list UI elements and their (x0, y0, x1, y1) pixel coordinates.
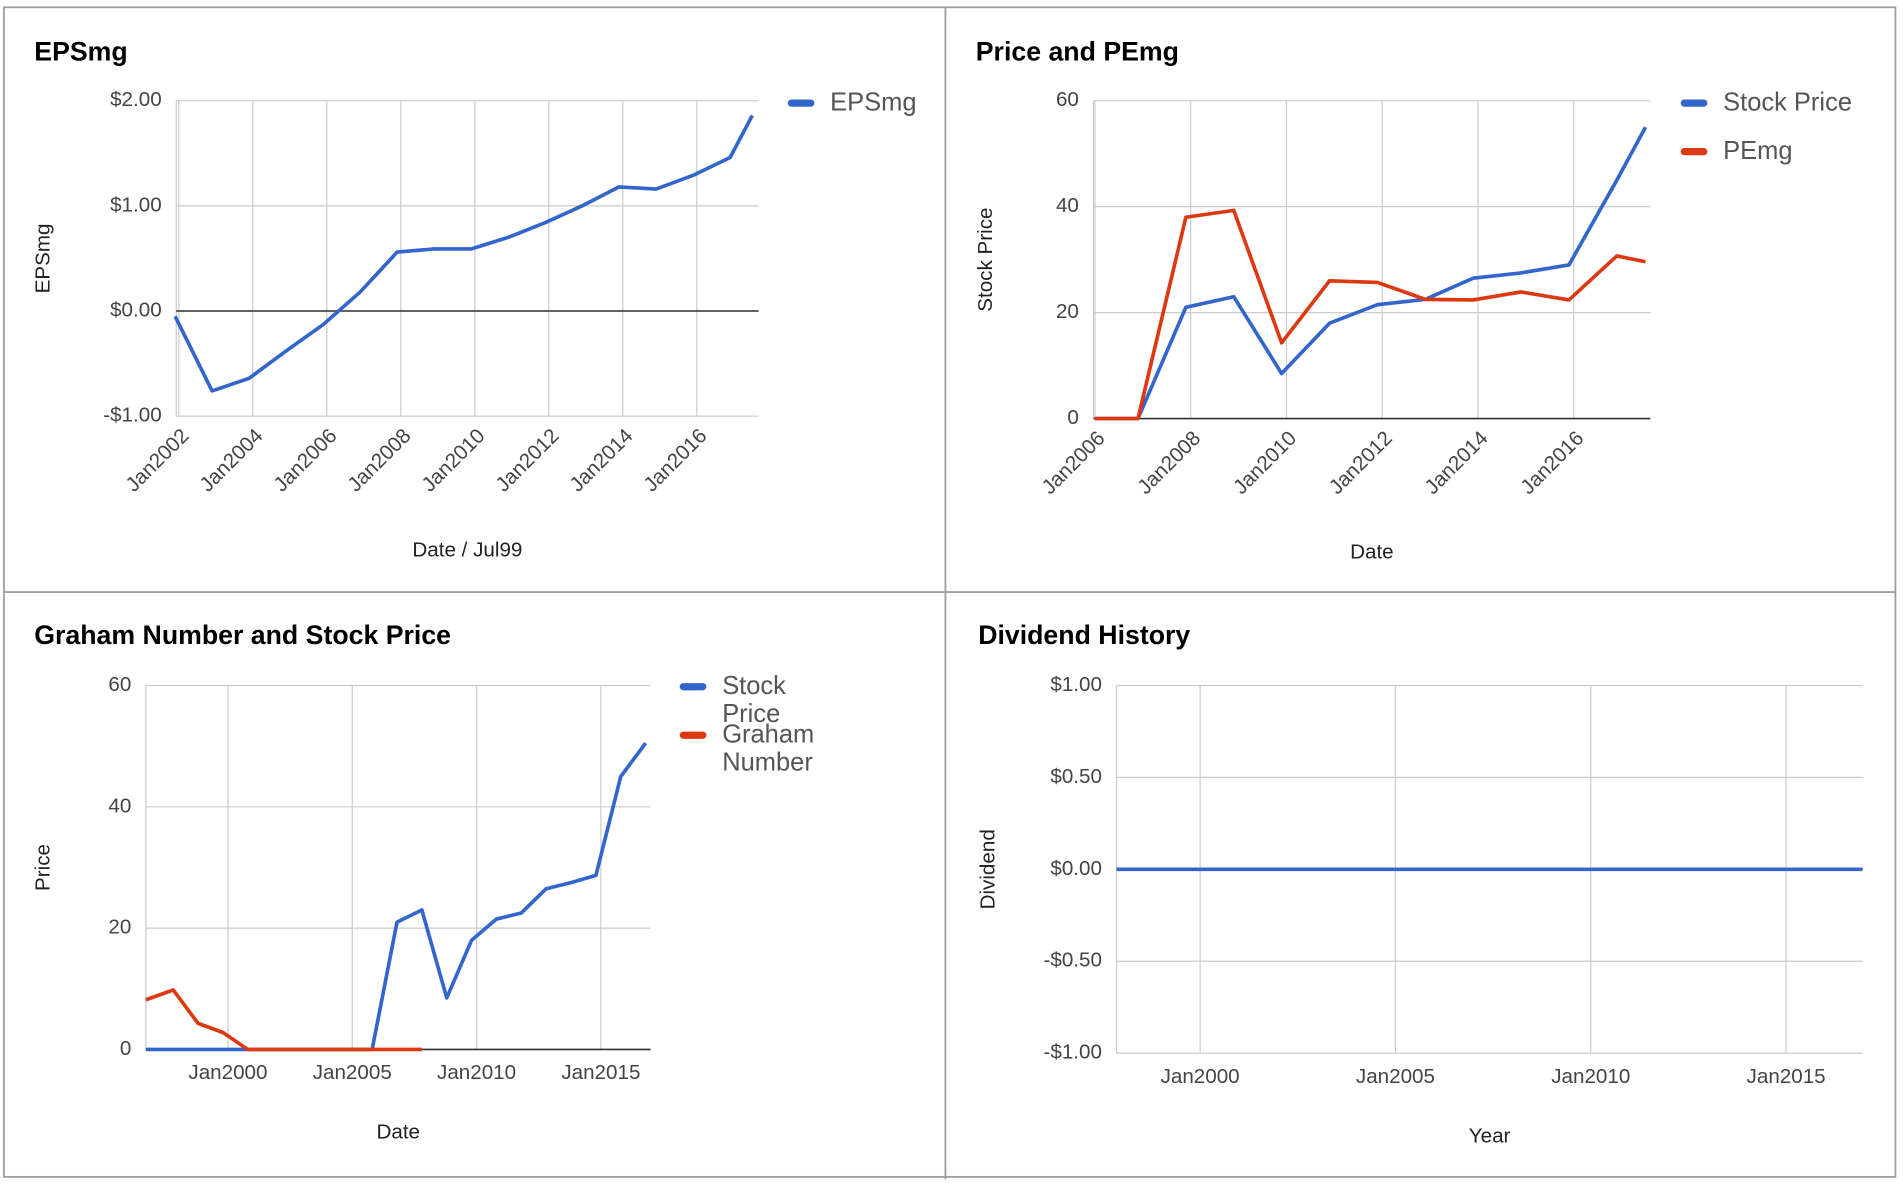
y-axis-label: Stock Price (974, 208, 997, 312)
series-line (1094, 208, 1646, 421)
y-tick-label: -$1.00 (103, 404, 161, 427)
x-axis-label: Date / Jul99 (412, 538, 522, 561)
legend-label: PEmg (1723, 137, 1793, 166)
chart: Graham Number and Stock Price 60 40 20 0 Jan2… (31, 620, 815, 1144)
y-tick-label: -$1.00 (1044, 1041, 1102, 1064)
legend-label: Stock Price (722, 672, 786, 728)
x-tick-label: Jan2015 (1747, 1065, 1826, 1088)
series-line (145, 742, 648, 1052)
chart-title: Graham Number and Stock Price (34, 620, 451, 650)
legend-label: Graham Number (722, 720, 815, 777)
x-tick-label: Jan2000 (188, 1061, 267, 1084)
chart-title: EPSmg (34, 36, 127, 66)
x-tick-label: Jan2010 (437, 1061, 516, 1084)
y-tick-label: $1.00 (1050, 673, 1102, 696)
x-axis-label: Date (376, 1121, 420, 1144)
chart-title: Dividend History (978, 620, 1190, 650)
legend-label: Stock Price (1723, 88, 1852, 117)
chart-title: Price and PEmg (976, 36, 1179, 66)
y-tick-label: $2.00 (110, 88, 162, 111)
y-tick-label: $0.00 (110, 298, 162, 321)
x-tick-label: Jan2000 (1161, 1065, 1240, 1088)
y-tick-label: 0 (120, 1037, 131, 1060)
y-axis-label: Price (31, 844, 54, 891)
y-tick-label: -$0.50 (1044, 949, 1102, 972)
legend-entry: EPSmg (830, 88, 917, 117)
legend-entry: Graham Number (722, 720, 815, 777)
series-line (145, 988, 422, 1052)
legend-entry: Stock Price (722, 672, 786, 728)
y-tick-label: $1.00 (110, 193, 162, 216)
x-tick-label: Jan2005 (1356, 1065, 1435, 1088)
y-tick-label: 20 (1056, 300, 1079, 323)
y-tick-label: 0 (1067, 406, 1078, 429)
x-axis-label: Date (1350, 541, 1394, 564)
y-axis-label: EPSmg (31, 223, 54, 293)
legend-entry: Stock Price (1723, 88, 1852, 117)
chart: Dividend History $1.00 $0.50 $0.00 -$0.50 -$1… (977, 620, 1863, 1147)
x-tick-label: Jan2015 (561, 1061, 640, 1084)
x-axis-label: Year (1469, 1124, 1511, 1147)
series-line (173, 114, 754, 393)
x-tick-label: Jan2005 (313, 1061, 392, 1084)
legend-entry: PEmg (1723, 137, 1793, 166)
series-line (1094, 126, 1648, 421)
y-axis-label: Dividend (977, 829, 1000, 909)
legend-label: EPSmg (830, 88, 917, 117)
y-tick-label: 40 (1056, 194, 1079, 217)
y-tick-label: 20 (108, 916, 131, 939)
x-tick-label: Jan2010 (1551, 1065, 1630, 1088)
y-tick-label: 60 (1056, 88, 1079, 111)
y-tick-label: 60 (108, 673, 131, 696)
y-tick-label: $0.00 (1050, 857, 1102, 880)
y-tick-label: $0.50 (1050, 765, 1102, 788)
y-tick-label: 40 (108, 794, 131, 817)
